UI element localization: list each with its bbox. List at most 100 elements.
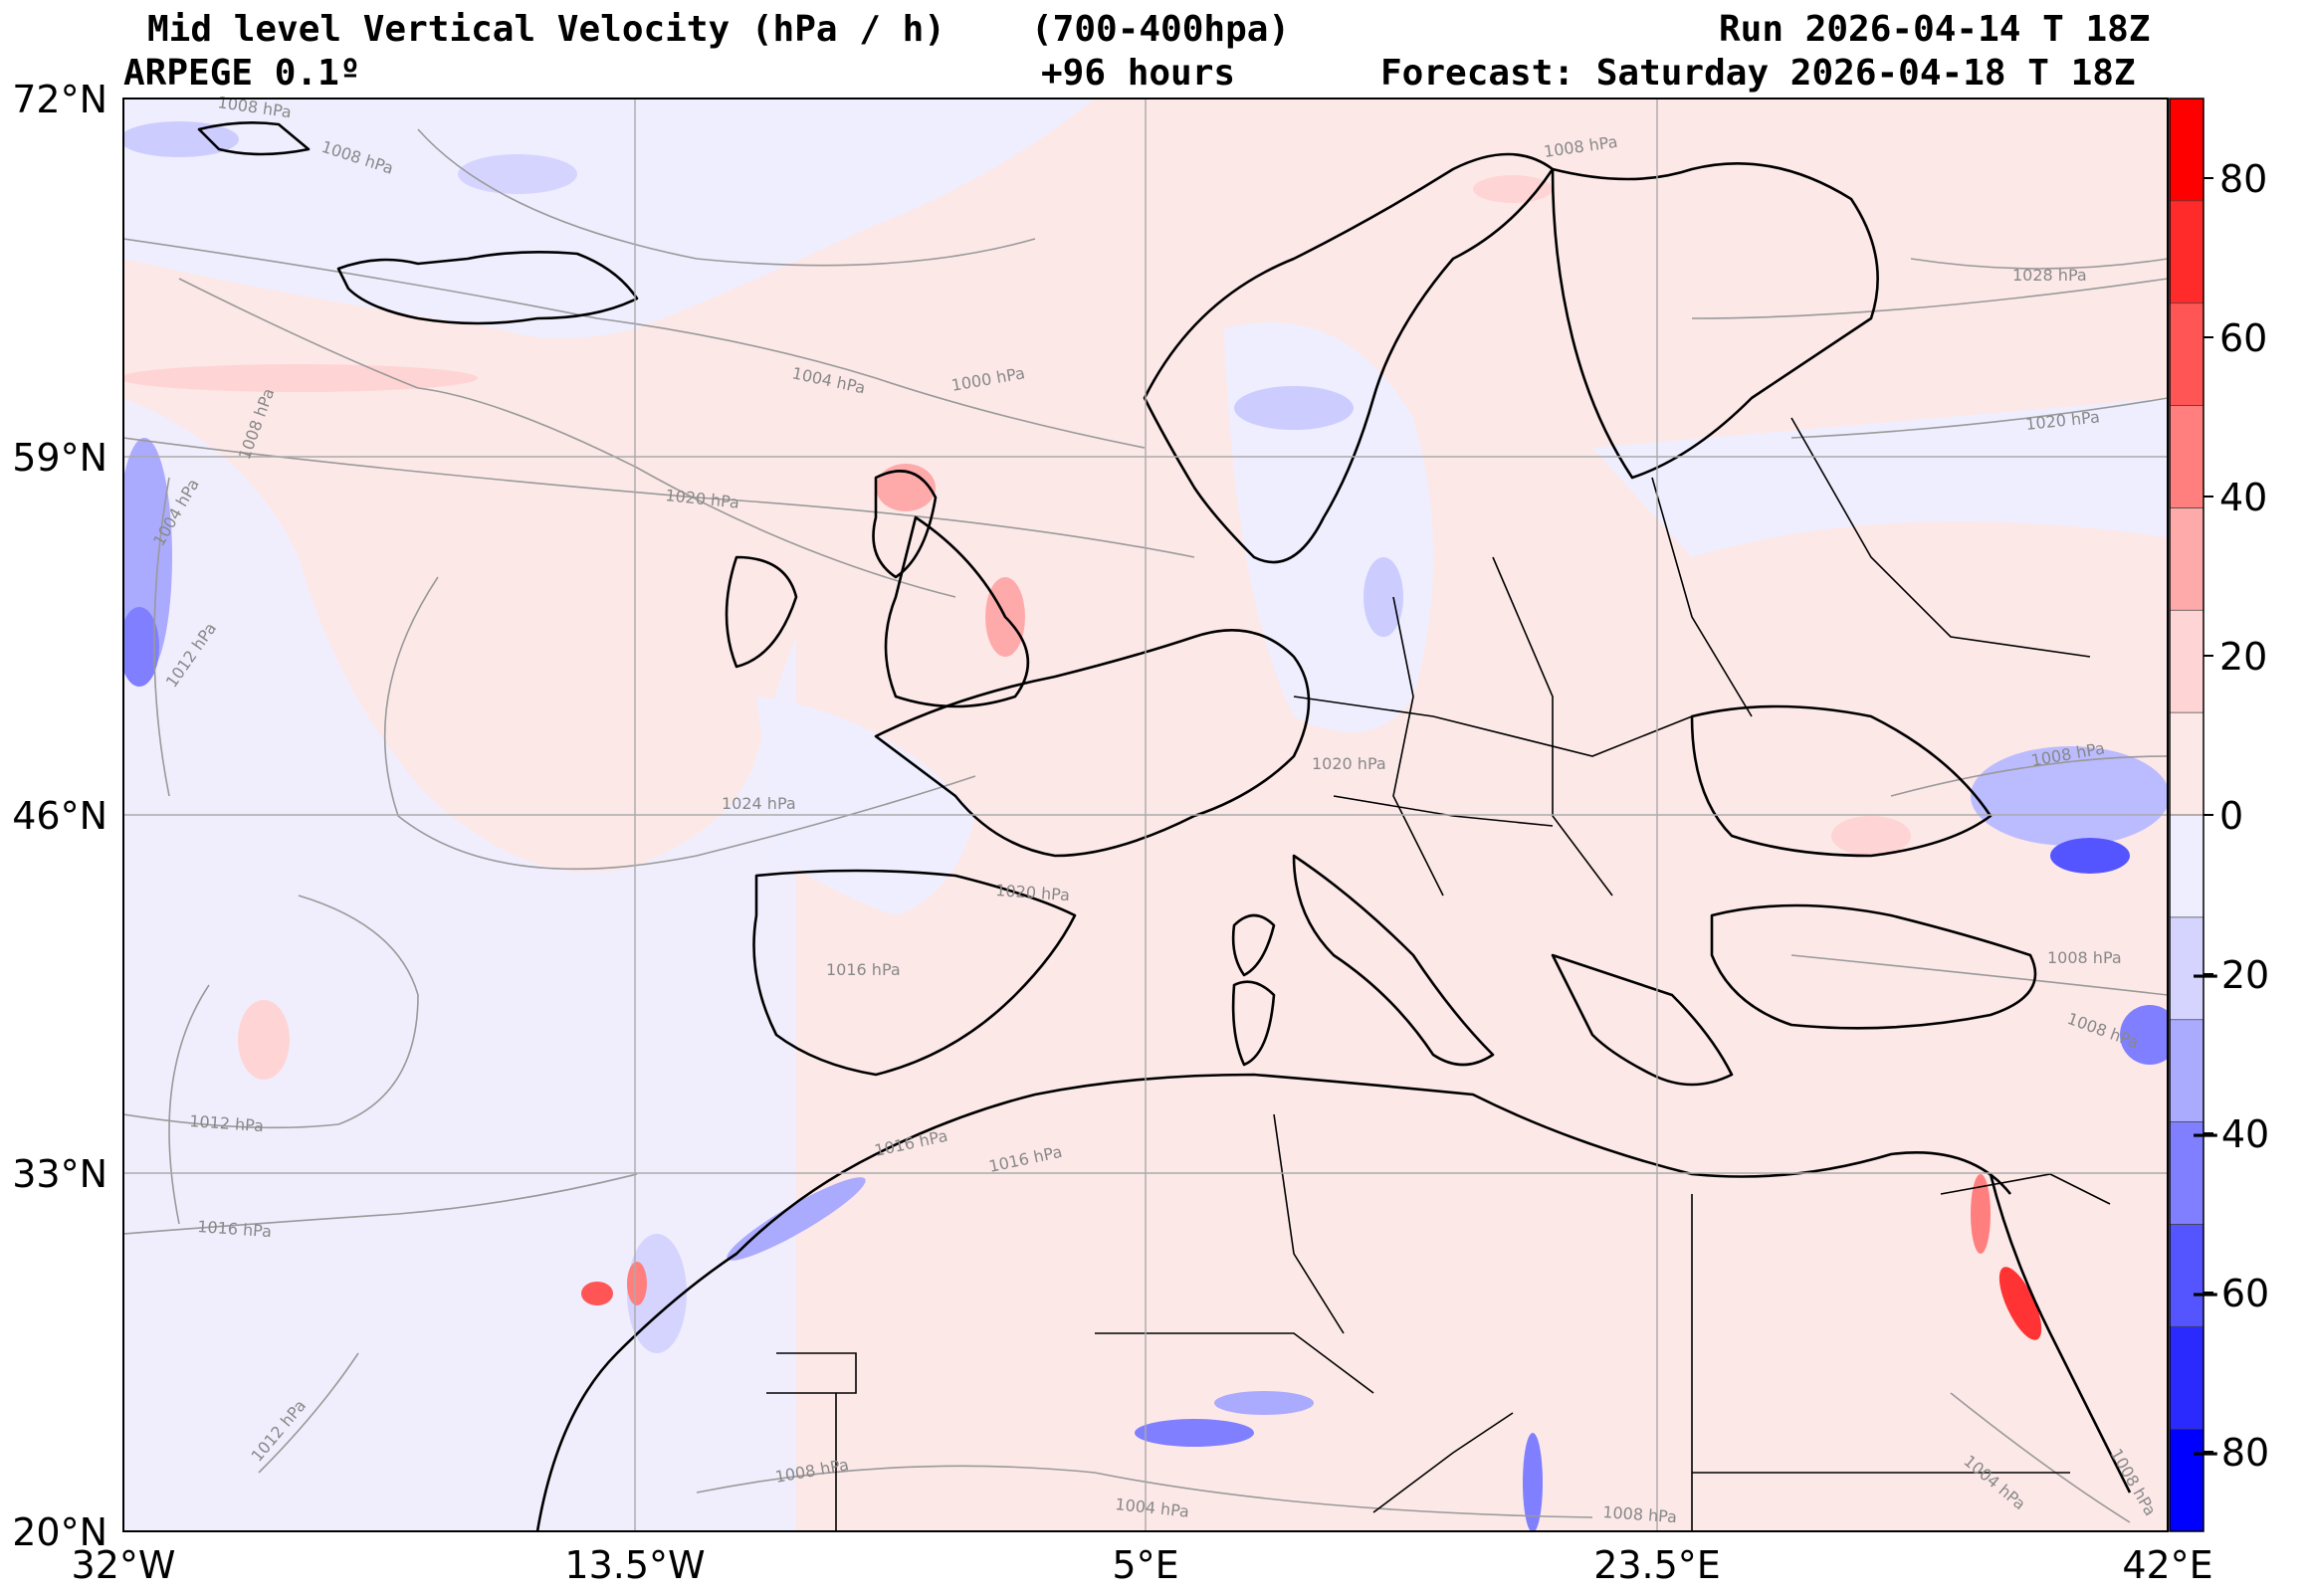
field-negative-north-atlantic [123,99,1095,338]
blob-pos-8 [1831,816,1911,856]
blob-neg-11 [1214,1391,1314,1415]
isobar-label: 1008 hPa [2047,948,2122,967]
lat-label: 33°N [12,1152,107,1196]
colorbar-tick-label: −60 [2190,1272,2269,1315]
border-line [1273,1113,1345,1334]
border-line [766,1352,857,1394]
lon-label: 32°W [72,1543,176,1587]
lead-time: +96 hours [1041,53,1236,94]
lat-label: 46°N [12,794,107,838]
isobar-line [168,984,210,1225]
blob-neg-10 [1135,1419,1254,1447]
blob-pos-1 [123,364,478,392]
blob-neg-14 [1523,1433,1543,1531]
blob-pos-4 [581,1282,613,1305]
colorbar-segment [2170,610,2204,713]
model-name: ARPEGE 0.1º [123,53,361,94]
iceland [336,251,639,325]
border-line [1790,417,2091,658]
isobar-line [258,1352,359,1474]
blob-neg-7 [1971,746,2168,846]
lon-label: 5°E [1112,1543,1178,1587]
colorbar-tick-label: −40 [2190,1112,2269,1156]
red-sea-coast [1989,1173,2132,1494]
isobar-line [123,1173,638,1235]
greece-coast [1551,953,1734,1087]
isobar-line [1691,278,2168,319]
isobar-label: 1024 hPa [722,794,796,813]
colorbar-labels: 80 60 40 20 0 −20 −40 −60 −80 [2190,157,2269,1475]
colorbar-tick-label: −80 [2190,1431,2269,1475]
isobar-line [123,238,1146,449]
isobar-line [178,278,956,598]
graticule [123,99,2168,1531]
black-sea-coast [1690,704,1993,858]
north-africa-coast [535,1073,2012,1531]
isobar-line [1950,1392,2131,1523]
isobar-line [1790,397,2168,439]
blob-pos-6 [1998,1267,2042,1340]
blob-pos-9 [238,1000,290,1080]
map-title: Mid level Vertical Velocity (hPa / h) [147,9,945,50]
colorbar-tick-label: 40 [2219,476,2267,519]
border-line [1095,1332,1374,1394]
colorbar-tick-label: −20 [2190,953,2269,997]
blob-neg-4 [123,607,159,687]
lon-label: 42°E [2122,1543,2212,1587]
colorbar-tick-label: 20 [2219,635,2267,679]
field-negative-atlantic-west [123,398,796,1531]
blob-neg-8 [2050,838,2130,874]
map-frame [122,98,2169,1532]
blob-pos-7 [1971,1174,1991,1254]
colorbar-segment [2170,507,2204,611]
lon-label: 23.5°E [1593,1543,1721,1587]
scotland-coast [872,470,938,579]
border-line [1372,1412,1514,1513]
italy-coast [1292,854,1495,1067]
colorbar-segment [2170,405,2204,508]
forecast-time: Forecast: Saturday 2026-04-18 T 18Z [1380,53,2136,94]
blob-neg-12 [727,1177,866,1261]
longitude-labels: 32°W 13.5°W 5°E 23.5°E 42°E [72,1543,2213,1587]
coastlines [197,121,2132,1531]
colorbar-segment [2170,815,2204,918]
isobar-label: 1028 hPa [2012,266,2087,285]
lon-label: 13.5°W [564,1543,705,1587]
corsica-coast [1231,913,1276,977]
blob-neg-9 [2120,1005,2168,1065]
colorbar-tick-label: 60 [2219,316,2267,360]
colorbar-segment [2170,1121,2204,1225]
blob-neg-13 [627,1234,687,1353]
colorbar-segment [2170,200,2204,304]
colorbar-segment [2170,302,2204,407]
isobars [123,128,2168,1523]
isobar-label: 1016 hPa [826,960,901,979]
border-line [1940,1173,2111,1205]
border-line [1392,596,1444,897]
blob-pos-10 [1473,175,1553,203]
latitude-labels: 72°N 59°N 46°N 33°N 20°N [12,78,107,1554]
colorbar-segment [2170,99,2204,202]
isobar-line [153,477,170,797]
france-coast [874,629,1311,858]
sardinia-coast [1231,980,1276,1067]
field-negative-iberia [756,697,975,915]
isobar-line [123,895,419,1129]
colorbar-tick-label: 0 [2219,794,2243,838]
border-line [1333,795,1554,827]
scandinavia-coast [1143,152,1555,564]
blob-neg-5 [1234,386,1354,430]
isobar-line [1910,258,2168,270]
colorbar-segment [2170,1326,2204,1430]
isobar-line [696,1465,1593,1518]
blob-neg-2 [458,154,577,194]
field-negative-east-europe [1592,398,2168,557]
lat-label: 20°N [12,1510,107,1554]
isobar-line [1790,954,2168,996]
greenland-coast [197,121,311,156]
finland-coast [1551,161,1879,480]
colorbar-segment [2170,916,2204,1021]
isobar-label: 1020 hPa [1312,754,1386,773]
colorbar [2169,98,2213,1532]
lat-label: 59°N [12,436,107,480]
